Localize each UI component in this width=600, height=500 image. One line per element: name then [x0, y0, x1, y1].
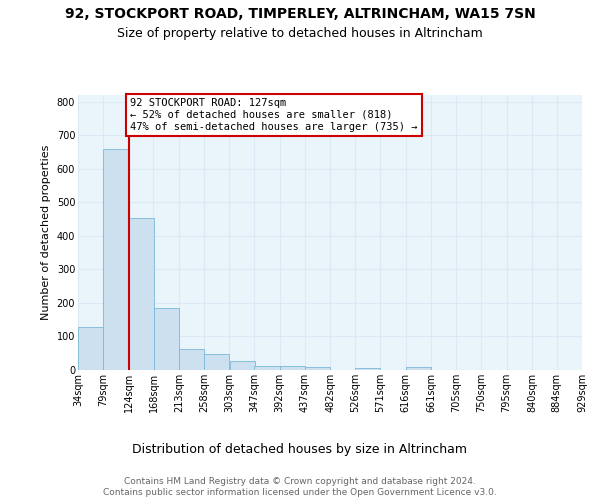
Text: 92, STOCKPORT ROAD, TIMPERLEY, ALTRINCHAM, WA15 7SN: 92, STOCKPORT ROAD, TIMPERLEY, ALTRINCHA…	[65, 8, 535, 22]
Bar	[406, 367, 431, 370]
Bar	[154, 308, 179, 370]
Bar	[280, 366, 305, 370]
Y-axis label: Number of detached properties: Number of detached properties	[41, 145, 51, 320]
Bar	[103, 148, 128, 370]
Bar	[129, 218, 154, 370]
Text: Size of property relative to detached houses in Altrincham: Size of property relative to detached ho…	[117, 28, 483, 40]
Text: Distribution of detached houses by size in Altrincham: Distribution of detached houses by size …	[133, 442, 467, 456]
Text: 92 STOCKPORT ROAD: 127sqm
← 52% of detached houses are smaller (818)
47% of semi: 92 STOCKPORT ROAD: 127sqm ← 52% of detac…	[130, 98, 418, 132]
Text: Contains HM Land Registry data © Crown copyright and database right 2024.
Contai: Contains HM Land Registry data © Crown c…	[103, 478, 497, 497]
Bar	[179, 349, 204, 370]
Bar	[230, 362, 255, 370]
Bar	[355, 368, 380, 370]
Bar	[305, 367, 330, 370]
Bar	[78, 327, 103, 370]
Bar	[204, 354, 229, 370]
Bar	[254, 366, 280, 370]
